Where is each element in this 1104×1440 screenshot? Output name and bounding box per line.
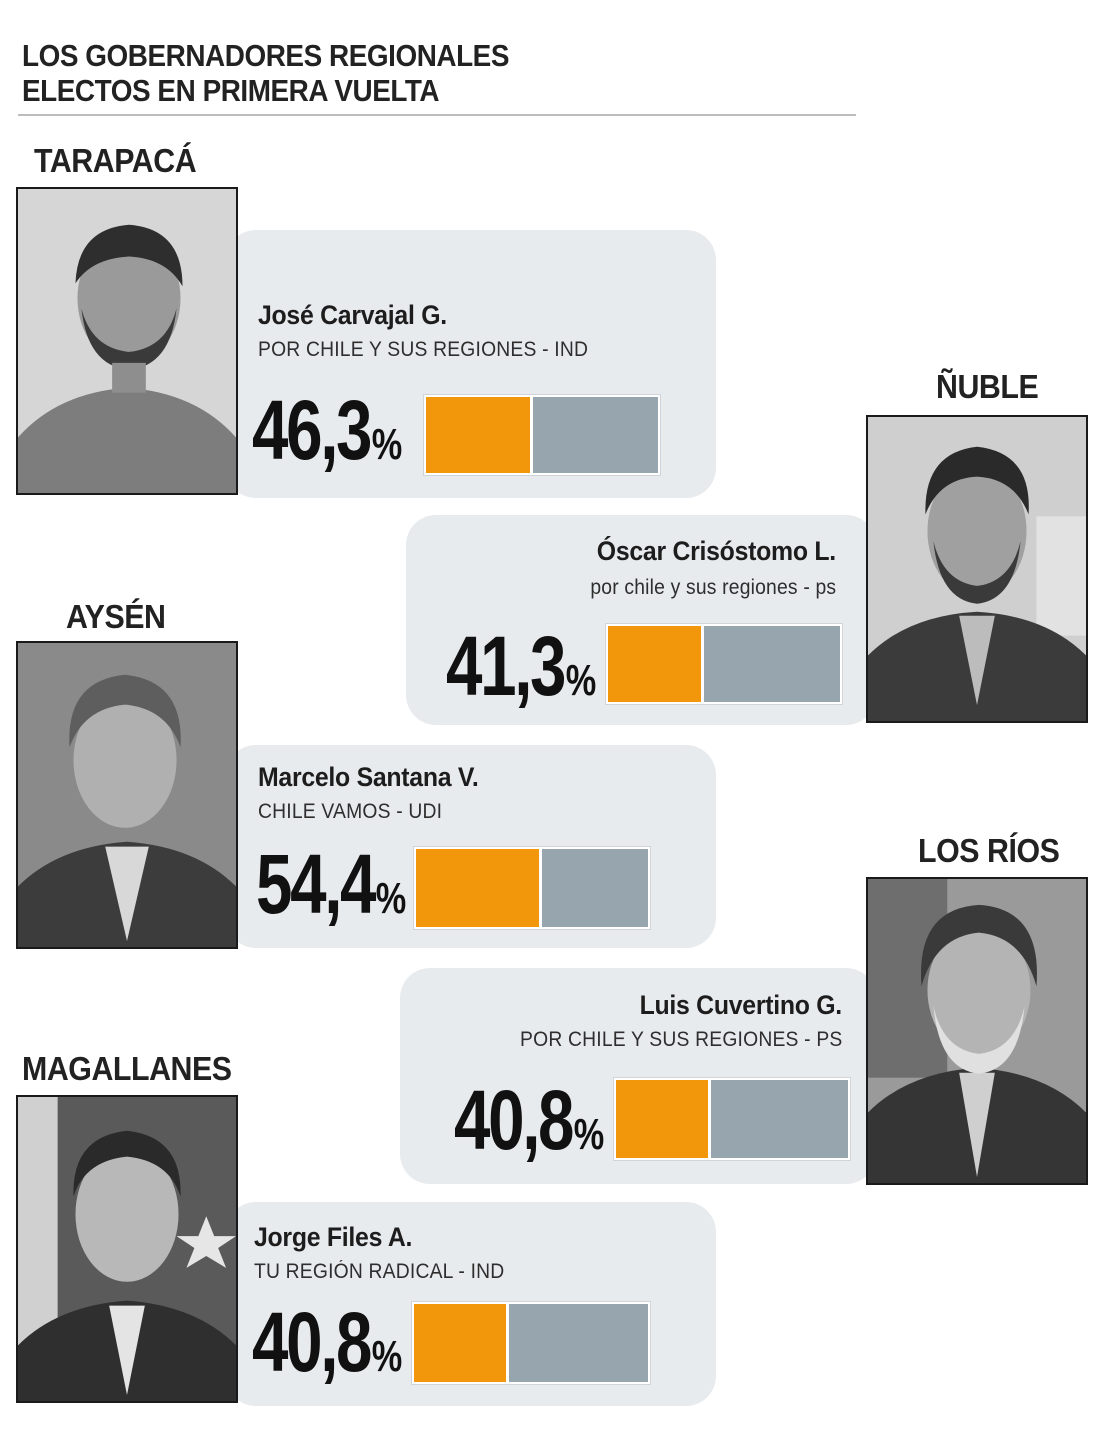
- candidate-name-magallanes: Jorge Files A.: [254, 1222, 413, 1252]
- vote-bar-fill-los-rios: [616, 1080, 711, 1158]
- percentage-label-nuble: 41,3%: [446, 624, 596, 708]
- candidate-name-aysen: Marcelo Santana V.: [258, 762, 479, 792]
- candidate-party-aysen: CHILE VAMOS - UDI: [258, 800, 443, 823]
- region-label-magallanes: MAGALLANES: [22, 1050, 232, 1087]
- percentage-value-tarapaca: 46,3: [252, 383, 373, 477]
- candidate-party-magallanes: TU REGIÓN RADICAL - IND: [254, 1260, 505, 1283]
- percentage-value-aysen: 54,4: [256, 837, 377, 931]
- candidate-party-los-rios: POR CHILE Y SUS REGIONES - PS: [519, 1028, 842, 1051]
- vote-bar-rest-aysen: [542, 849, 648, 927]
- percentage-sign-magallanes: %: [371, 1332, 403, 1381]
- percentage-sign-tarapaca: %: [371, 420, 403, 469]
- percentage-value-los-rios: 40,8: [454, 1073, 575, 1167]
- candidate-photo-tarapaca: [16, 187, 238, 495]
- percentage-sign-los-rios: %: [573, 1110, 605, 1159]
- candidate-photo-aysen: [16, 641, 238, 949]
- title-line-2: ELECTOS EN PRIMERA VUELTA: [22, 73, 440, 108]
- region-label-los-rios: LOS RÍOS: [918, 832, 1060, 869]
- percentage-label-los-rios: 40,8%: [454, 1078, 604, 1162]
- percentage-label-magallanes: 40,8%: [252, 1300, 402, 1384]
- percentage-label-aysen: 54,4%: [256, 842, 406, 926]
- vote-bar-magallanes: [412, 1302, 650, 1384]
- candidate-party-tarapaca: POR CHILE Y SUS REGIONES - IND: [258, 338, 589, 361]
- candidate-party-nuble: por chile y sus regiones - ps: [590, 576, 836, 599]
- region-label-aysen: AYSÉN: [66, 598, 166, 635]
- candidate-name-nuble: Óscar Crisóstomo L.: [596, 536, 836, 566]
- vote-bar-tarapaca: [424, 395, 660, 475]
- percentage-sign-aysen: %: [375, 874, 407, 923]
- percentage-label-tarapaca: 46,3%: [252, 388, 402, 472]
- region-label-tarapaca: TARAPACÁ: [34, 142, 197, 179]
- title-line-1: LOS GOBERNADORES REGIONALES: [22, 38, 509, 73]
- candidate-name-tarapaca: José Carvajal G.: [258, 300, 447, 330]
- vote-bar-aysen: [414, 847, 650, 929]
- candidate-photo-nuble: [866, 415, 1088, 723]
- vote-bar-fill-magallanes: [414, 1304, 510, 1382]
- candidate-name-los-rios: Luis Cuvertino G.: [639, 990, 843, 1020]
- candidate-photo-los-rios: [866, 877, 1088, 1185]
- vote-bar-los-rios: [614, 1078, 850, 1160]
- percentage-value-magallanes: 40,8: [252, 1295, 373, 1389]
- vote-bar-rest-tarapaca: [533, 397, 658, 473]
- percentage-sign-nuble: %: [565, 656, 597, 705]
- vote-bar-nuble: [606, 624, 842, 704]
- vote-bar-fill-aysen: [416, 849, 543, 927]
- percentage-value-nuble: 41,3: [446, 619, 567, 713]
- infographic-title: LOS GOBERNADORES REGIONALES ELECTOS EN P…: [22, 38, 760, 108]
- vote-bar-fill-tarapaca: [426, 397, 534, 473]
- candidate-photo-magallanes: [16, 1095, 238, 1403]
- vote-bar-rest-nuble: [703, 626, 840, 702]
- vote-bar-rest-los-rios: [710, 1080, 848, 1158]
- vote-bar-rest-magallanes: [509, 1304, 648, 1382]
- region-label-nuble: ÑUBLE: [936, 368, 1039, 405]
- vote-bar-fill-nuble: [608, 626, 704, 702]
- title-divider: [18, 114, 856, 116]
